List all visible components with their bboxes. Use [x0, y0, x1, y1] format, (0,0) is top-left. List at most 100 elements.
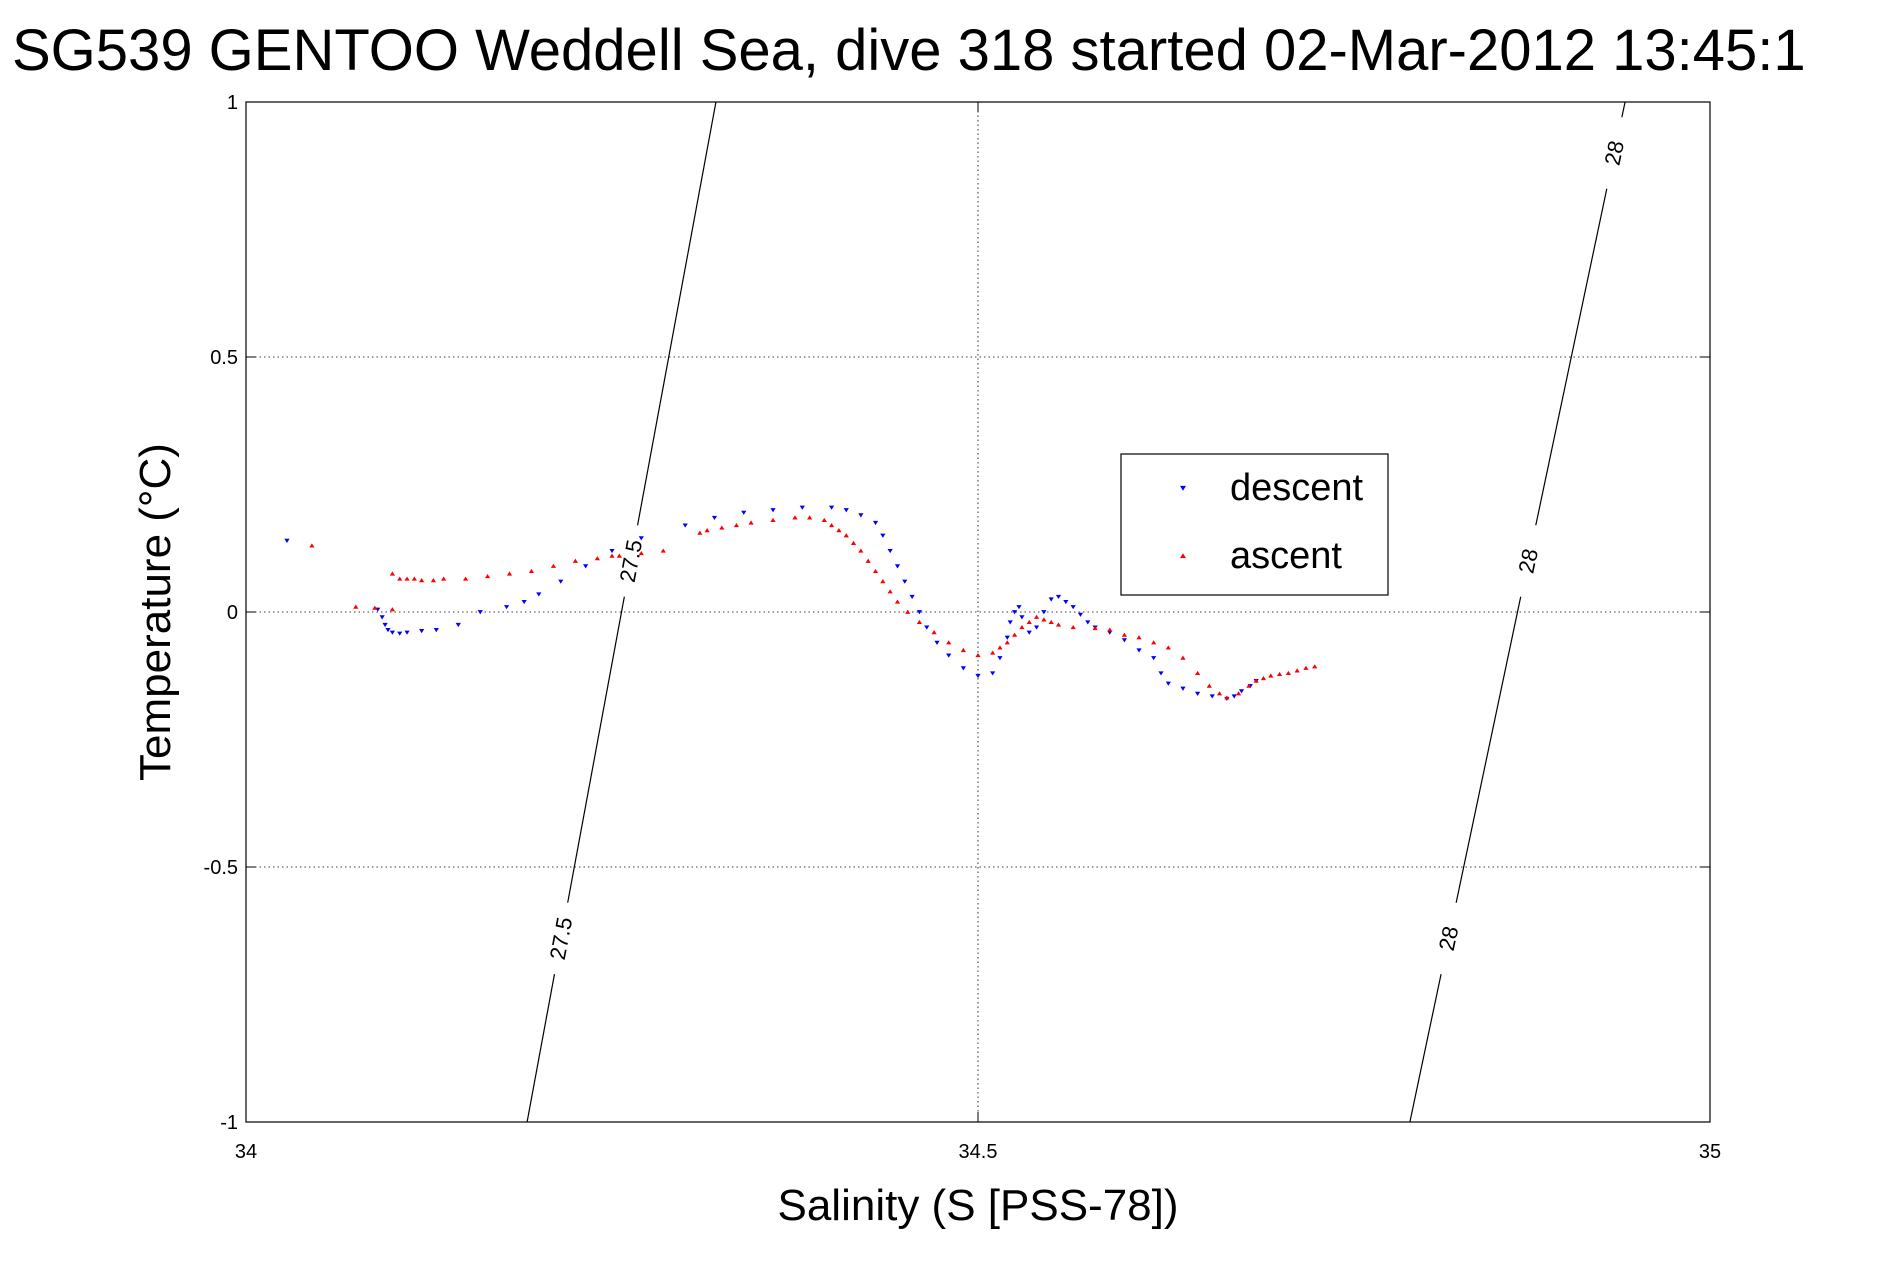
ascent-point: [463, 576, 469, 581]
y-tick-label: -1: [220, 1112, 238, 1134]
ascent-point: [865, 558, 871, 563]
ascent-point: [821, 517, 827, 523]
descent-point: [829, 505, 835, 510]
descent-point: [1121, 638, 1127, 643]
ascent-point: [638, 551, 644, 556]
chart-title: SG539 GENTOO Weddell Sea, dive 318 start…: [12, 18, 1806, 83]
x-tick-label: 34.5: [959, 1141, 998, 1163]
x-tick-label: 35: [1699, 1141, 1721, 1163]
ascent-point: [1055, 622, 1062, 627]
descent-point: [379, 615, 385, 620]
ascent-point: [1180, 655, 1186, 660]
ascent-point: [572, 558, 578, 563]
descent-point: [887, 548, 893, 554]
descent-point: [1041, 610, 1047, 615]
ascent-point: [660, 548, 666, 553]
ascent-point: [1033, 614, 1040, 619]
descent-point: [894, 564, 901, 569]
ascent-point: [389, 571, 395, 576]
series-ascent: [309, 515, 1318, 700]
descent-point: [477, 610, 483, 615]
descent-point: [284, 538, 290, 543]
ascent-point: [733, 522, 740, 528]
ascent-point: [550, 563, 557, 568]
ascent-point: [1224, 695, 1230, 700]
y-tick-label: 0: [227, 602, 238, 624]
ascent-point: [616, 553, 622, 558]
ascent-point: [697, 530, 703, 535]
ascent-point: [353, 604, 359, 609]
descent-point: [1151, 656, 1157, 661]
descent-point: [872, 520, 879, 526]
descent-point: [975, 673, 981, 679]
descent-point: [1033, 625, 1040, 630]
ascent-point: [1151, 640, 1157, 645]
descent-point: [419, 629, 425, 634]
ascent-point: [609, 553, 615, 558]
contour-line: [1535, 188, 1608, 526]
ascent-point: [1165, 645, 1171, 650]
legend: descent ascent: [1120, 453, 1389, 596]
descent-point: [770, 508, 776, 513]
descent-point: [1063, 599, 1069, 605]
descent-point: [1055, 594, 1062, 600]
descent-point: [1016, 605, 1022, 610]
descent-point: [843, 508, 849, 513]
ascent-point: [1294, 668, 1300, 673]
y-tick-label: 1: [227, 92, 238, 114]
descent-point: [1158, 671, 1164, 676]
descent-point: [711, 515, 718, 520]
ascent-point: [506, 571, 513, 576]
ascent-point: [397, 576, 403, 581]
descent-point: [990, 671, 996, 676]
descent-point: [404, 630, 410, 635]
descent-point: [682, 523, 688, 528]
ascent-point: [528, 568, 535, 574]
descent-point: [385, 628, 391, 633]
descent-point: [858, 513, 864, 518]
ascent-point: [1253, 678, 1259, 683]
ascent-point: [829, 522, 835, 528]
ascent-point: [975, 653, 981, 658]
ascent-point: [1260, 675, 1267, 681]
descent-point: [1007, 620, 1013, 625]
ascent-point: [836, 528, 842, 533]
descent-point: [1026, 630, 1032, 635]
legend-label-ascent: ascent: [1230, 535, 1342, 577]
ascent-point: [484, 573, 491, 579]
descent-point: [433, 628, 439, 633]
ascent-point: [850, 540, 857, 545]
y-tick-label: -0.5: [204, 857, 238, 879]
ascent-point: [1276, 671, 1283, 677]
contour-line: [636, 101, 717, 526]
ascent-point: [404, 576, 410, 581]
ascent-point: [411, 576, 417, 581]
descent-point: [799, 505, 805, 510]
contour-label: 28: [1600, 138, 1630, 167]
ascent-point: [916, 619, 923, 625]
contour-line: [1409, 973, 1442, 1123]
descent-point: [902, 579, 908, 584]
descent-point: [455, 622, 461, 628]
legend-label-descent: descent: [1230, 467, 1364, 509]
x-axis-label: Salinity (S [PSS-78]): [777, 1181, 1178, 1230]
legend-marker-ascent: [1180, 553, 1186, 559]
y-tick-label: 0.5: [210, 347, 238, 369]
y-axis-label: Temperature (°C): [131, 443, 180, 781]
contour-line: [526, 973, 556, 1123]
ascent-point: [905, 609, 911, 614]
ascent-point: [372, 605, 378, 610]
ascent-point: [1048, 619, 1054, 625]
axis-ticks: 34 34.5 35 -1 -0.5 0 0.5 1: [204, 92, 1722, 1163]
ascent-point: [1092, 625, 1098, 631]
ascent-point: [946, 640, 952, 645]
descent-point: [1004, 635, 1010, 640]
ascent-point: [704, 528, 710, 533]
descent-point: [1019, 615, 1025, 620]
contour-label: 28: [1513, 546, 1543, 575]
descent-point: [1195, 691, 1201, 696]
descent-point: [558, 579, 564, 584]
descent-point: [1077, 612, 1084, 617]
ascent-point: [1195, 670, 1201, 676]
descent-point: [946, 653, 952, 658]
